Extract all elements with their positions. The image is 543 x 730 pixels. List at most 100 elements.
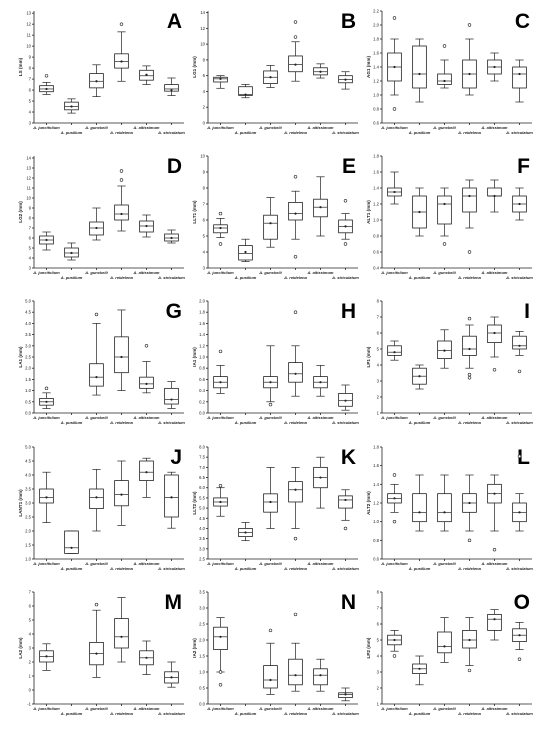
outlier-point bbox=[392, 519, 397, 524]
x-category-label: A. pusillum bbox=[234, 420, 257, 425]
box-plot bbox=[213, 75, 228, 89]
x-category-label: A. reidelena bbox=[457, 420, 481, 425]
mean-marker bbox=[418, 511, 421, 514]
x-category-label: A. altissimum bbox=[132, 270, 159, 275]
x-category-label: A. gunckelii bbox=[84, 706, 108, 711]
mean-marker bbox=[269, 222, 272, 225]
y-tick-label: 8 bbox=[203, 57, 206, 62]
x-category-label: A. altissimum bbox=[132, 125, 159, 130]
iqr-box bbox=[263, 665, 278, 689]
mean-marker bbox=[45, 238, 48, 242]
box-plot bbox=[338, 489, 353, 531]
box-plot bbox=[139, 344, 154, 394]
y-tick-label: 1.5 bbox=[25, 543, 31, 548]
y-axis-label: LG1 (mm) bbox=[192, 56, 197, 78]
panel-letter: E bbox=[342, 155, 356, 178]
box-plot bbox=[64, 242, 79, 261]
x-category-label: A. pusillum bbox=[234, 275, 257, 280]
mean-marker bbox=[95, 652, 98, 655]
y-tick-label: 10 bbox=[200, 42, 205, 47]
y-tick-label: 4 bbox=[377, 363, 380, 368]
y-axis-label: LLT2 (mm) bbox=[192, 491, 197, 515]
x-category-label: A. gunckelii bbox=[432, 706, 456, 711]
mean-marker bbox=[170, 236, 173, 240]
x-category-label: A. gunckelii bbox=[84, 561, 108, 566]
box-plot bbox=[263, 628, 278, 695]
y-tick-label: 1.8 bbox=[373, 37, 379, 42]
mean-marker bbox=[443, 645, 446, 648]
y-tick-label: 3.5 bbox=[199, 536, 205, 541]
mean-marker bbox=[294, 212, 297, 215]
y-tick-label: 0 bbox=[203, 121, 206, 126]
y-tick-label: 1.5 bbox=[199, 654, 205, 659]
mean-marker bbox=[244, 93, 247, 96]
box-plot bbox=[338, 384, 353, 411]
outlier-point bbox=[467, 376, 472, 380]
iqr-box bbox=[213, 626, 228, 651]
x-category-label: A. juncifolium bbox=[206, 706, 234, 711]
panel-letter: F bbox=[517, 155, 530, 178]
chart-panel-g: 0.0 0.5 1.0 1.5 2.0 2.5 3.0 3.5 4.0 4.5 5.0 LA1 (mm… bbox=[18, 299, 185, 426]
x-category-label: A. juncifolium bbox=[32, 125, 60, 130]
outlier-point bbox=[268, 628, 273, 633]
iqr-box bbox=[263, 214, 278, 240]
y-tick-label: 3 bbox=[29, 121, 32, 126]
y-tick-label: 12 bbox=[26, 22, 31, 27]
y-tick-label: 1 bbox=[377, 411, 380, 416]
y-tick-label: 1.0 bbox=[373, 519, 379, 524]
mean-marker bbox=[468, 347, 471, 351]
y-tick-label: 1.4 bbox=[373, 482, 379, 487]
x-category-label: A. reidelena bbox=[457, 275, 481, 280]
panel-letter: D bbox=[167, 155, 182, 178]
y-tick-label: 3.5 bbox=[25, 332, 31, 337]
outlier-point bbox=[218, 242, 223, 246]
box-plot bbox=[412, 655, 427, 686]
y-tick-label: 12 bbox=[200, 26, 205, 31]
x-category-label: A. striculatum bbox=[157, 130, 185, 135]
y-tick-label: 8 bbox=[203, 186, 206, 191]
y-tick-label: 5.5 bbox=[199, 495, 205, 500]
y-tick-label: 3 bbox=[203, 266, 206, 271]
y-tick-label: 1.8 bbox=[373, 154, 379, 159]
mean-marker bbox=[468, 194, 471, 198]
y-tick-label: 5 bbox=[377, 347, 380, 352]
chart-panel-j: 1.0 1.5 2.0 2.5 3.0 3.5 4.0 4.5 5.0 LANT1 (mm) J A.… bbox=[18, 445, 185, 572]
mean-marker bbox=[344, 693, 347, 696]
y-tick-label: 0.0 bbox=[25, 411, 31, 416]
x-category-label: A. juncifolium bbox=[380, 125, 408, 130]
y-tick-label: 6.0 bbox=[199, 485, 205, 490]
iqr-box bbox=[288, 202, 303, 221]
x-category-label: A. striculatum bbox=[331, 420, 359, 425]
outlier-point bbox=[218, 670, 223, 674]
mean-marker bbox=[120, 493, 123, 496]
y-tick-label: 3.5 bbox=[199, 590, 205, 595]
iqr-box bbox=[114, 204, 129, 221]
y-tick-label: 11 bbox=[27, 186, 32, 191]
box-plot bbox=[288, 20, 303, 82]
x-category-label: A. gunckelii bbox=[84, 415, 108, 420]
iqr-box bbox=[487, 613, 502, 631]
mean-marker bbox=[493, 65, 496, 69]
mean-marker bbox=[418, 210, 421, 214]
y-axis-label: IA1 (mm) bbox=[192, 347, 197, 367]
y-axis-label: ALT1 (mm) bbox=[366, 200, 371, 224]
box-plot bbox=[39, 471, 54, 523]
y-tick-label: 4 bbox=[29, 110, 32, 115]
box-plot bbox=[313, 658, 328, 692]
y-tick-label: 5 bbox=[203, 234, 206, 239]
x-category-label: A. reidelena bbox=[283, 566, 307, 571]
x-category-label: A. pusillum bbox=[234, 130, 257, 135]
y-tick-label: 0.5 bbox=[199, 686, 205, 691]
y-tick-label: 3.0 bbox=[25, 501, 31, 506]
box-plot bbox=[437, 187, 452, 246]
x-category-label: A. juncifolium bbox=[32, 270, 60, 275]
y-tick-label: 0.6 bbox=[373, 557, 379, 562]
box-plot bbox=[313, 176, 328, 237]
y-tick-label: 1.2 bbox=[373, 501, 379, 506]
y-tick-label: 0.8 bbox=[373, 107, 379, 112]
y-tick-label: 1.6 bbox=[373, 170, 379, 175]
box-plot bbox=[437, 44, 452, 89]
y-tick-label: 10 bbox=[26, 196, 31, 201]
panel-letter: K bbox=[341, 446, 356, 469]
